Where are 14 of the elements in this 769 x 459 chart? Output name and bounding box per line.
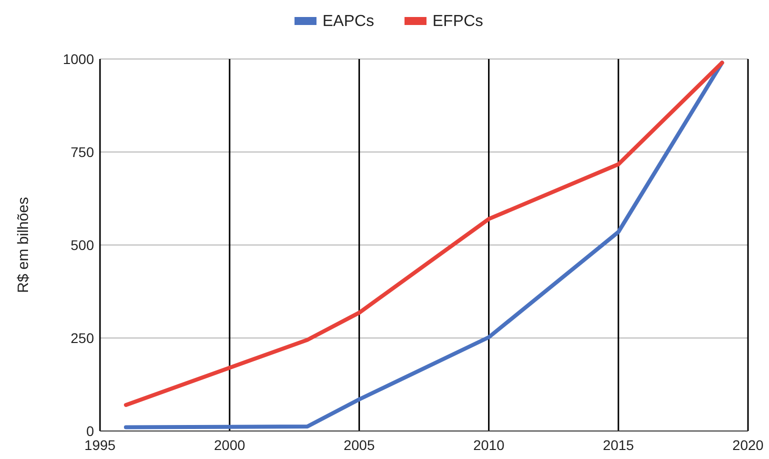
y-tick-label: 1000 [62, 50, 94, 67]
x-tick-label: 2010 [473, 437, 505, 453]
y-tick-label: 0 [86, 422, 94, 439]
x-tick-label: 2015 [602, 437, 634, 453]
y-tick-label: 500 [70, 236, 94, 253]
y-axis-title: R$ em bilhões [15, 197, 32, 293]
legend-label: EAPCs [322, 13, 374, 30]
y-tick-label: 750 [70, 144, 94, 160]
legend-label: EFPCs [432, 13, 484, 30]
x-tick-label: 2000 [214, 437, 246, 453]
x-tick-label: 2020 [732, 437, 764, 453]
x-tick-label: 2005 [344, 437, 375, 453]
x-tick-label: 1995 [84, 437, 116, 453]
y-tick-label: 250 [70, 330, 94, 346]
